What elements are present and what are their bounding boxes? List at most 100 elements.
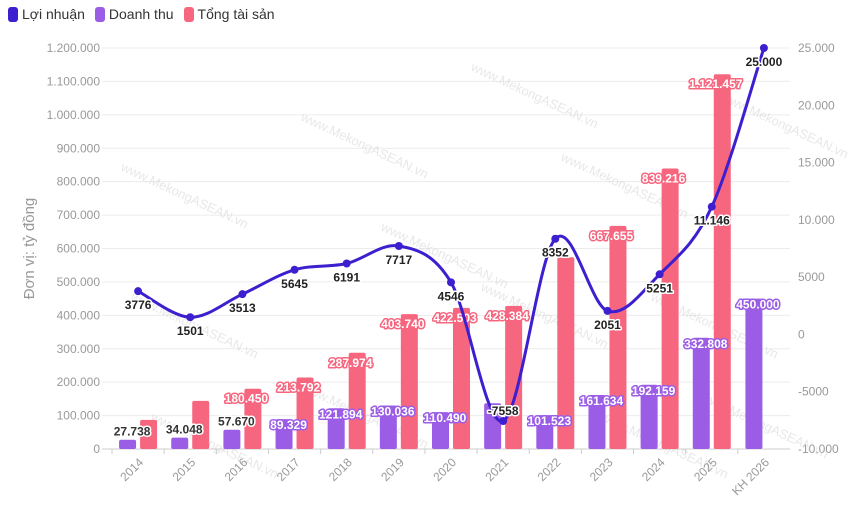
watermark-text: www.MekongASEAN.vn <box>468 59 601 132</box>
label-doanh-thu: 192.159 <box>632 384 676 398</box>
label-loi-nhuan: 2051 <box>594 318 621 332</box>
bar-doanh-thu <box>745 298 763 449</box>
bar-doanh-thu <box>588 394 606 449</box>
label-doanh-thu: 121.894 <box>319 407 363 421</box>
legend-item-tong-tai-san[interactable]: Tổng tài sản <box>183 6 275 22</box>
legend-item-doanh-thu[interactable]: Doanh thu <box>94 6 174 22</box>
label-loi-nhuan: 3776 <box>125 298 152 312</box>
label-tong-tai-san: 180.450 <box>225 392 269 406</box>
label-doanh-thu: 450.000 <box>736 298 780 312</box>
label-tong-tai-san: 287.974 <box>329 356 373 370</box>
label-doanh-thu: 161.634 <box>580 394 624 408</box>
bar-tong-tai-san <box>453 307 470 449</box>
point-loi-nhuan <box>499 417 508 426</box>
point-loi-nhuan <box>603 306 612 315</box>
label-doanh-thu: 57.670 <box>218 415 255 429</box>
legend-swatch-tong-tai-san <box>183 6 194 22</box>
line-loi-nhuan <box>137 47 766 423</box>
label-doanh-thu: 34.048 <box>166 423 203 437</box>
point-loi-nhuan <box>759 44 768 52</box>
point-loi-nhuan <box>551 234 560 243</box>
label-tong-tai-san: 667.655 <box>590 229 634 243</box>
legend-item-loi-nhuan[interactable]: Lợi nhuận <box>8 6 85 22</box>
label-loi-nhuan: -7558 <box>488 404 519 418</box>
legend-swatch-loi-nhuan <box>8 6 18 22</box>
label-loi-nhuan: 3513 <box>229 301 256 315</box>
left-axis-tick: 800.000 <box>57 175 101 189</box>
x-axis-label: 2018 <box>326 455 355 484</box>
point-loi-nhuan <box>394 242 403 251</box>
label-doanh-thu: 89.329 <box>270 418 307 432</box>
bar-tong-tai-san <box>661 168 679 449</box>
bar-doanh-thu <box>171 437 189 449</box>
bar-tong-tai-san <box>557 257 575 449</box>
label-doanh-thu: 110.490 <box>424 411 467 425</box>
label-tong-tai-san: 839.216 <box>642 172 686 186</box>
x-axis-label: 2021 <box>482 455 511 484</box>
label-doanh-thu: 27.738 <box>114 425 151 439</box>
right-axis-tick: 15.000 <box>798 156 835 170</box>
right-axis-tick: 5000 <box>798 270 825 284</box>
right-axis-tick: -10.000 <box>798 442 839 456</box>
left-axis-tick: 400.000 <box>57 308 101 322</box>
legend-label: Doanh thu <box>108 6 174 22</box>
x-axis-label: 2023 <box>587 455 616 484</box>
point-loi-nhuan <box>342 259 351 268</box>
left-axis-tick: 500.000 <box>57 275 101 289</box>
watermark-text: www.MekongASEAN.vn <box>298 109 431 182</box>
left-axis-tick: 300.000 <box>57 342 101 356</box>
left-axis-tick: 1.200.000 <box>47 41 101 55</box>
left-axis-tick: 100.000 <box>57 409 101 423</box>
left-axis-tick: 1.000.000 <box>47 108 101 122</box>
bar-tong-tai-san <box>713 74 731 449</box>
x-axis-label: 2024 <box>639 455 668 484</box>
label-loi-nhuan: 8352 <box>542 246 569 260</box>
bar-tong-tai-san <box>400 314 418 449</box>
right-axis-tick: -5000 <box>798 385 829 399</box>
legend-label: Tổng tài sản <box>197 6 275 22</box>
bar-tong-tai-san <box>296 377 314 449</box>
bar-tong-tai-san <box>348 352 366 449</box>
label-loi-nhuan: 6191 <box>333 270 360 284</box>
watermark-text: www.MekongASEAN.vn <box>118 159 251 232</box>
x-axis-label: 2022 <box>535 455 564 484</box>
legend-swatch-doanh-thu <box>94 6 105 22</box>
label-loi-nhuan: 4546 <box>438 289 465 303</box>
bar-tong-tai-san <box>140 419 158 449</box>
right-axis-tick: 20.000 <box>798 98 835 112</box>
bar-doanh-thu <box>692 337 710 449</box>
label-tong-tai-san: 213.792 <box>277 381 321 395</box>
x-axis-label: 2020 <box>430 455 459 484</box>
point-loi-nhuan <box>290 265 299 274</box>
x-axis-label: 2017 <box>274 455 303 484</box>
right-axis-tick: 10.000 <box>798 213 835 227</box>
left-axis-tick: 1.100.000 <box>47 74 101 88</box>
left-axis-tick: 900.000 <box>57 141 101 155</box>
label-doanh-thu: 130.036 <box>371 405 415 419</box>
label-tong-tai-san: 1.121.457 <box>689 77 743 91</box>
point-loi-nhuan <box>186 313 195 322</box>
label-loi-nhuan: 25.000 <box>746 55 783 69</box>
label-tong-tai-san: 422.503 <box>433 311 477 325</box>
point-loi-nhuan <box>707 202 716 211</box>
bar-tong-tai-san <box>609 225 627 449</box>
bar-tong-tai-san <box>192 400 210 449</box>
bar-doanh-thu <box>536 415 554 449</box>
label-tong-tai-san: 403.740 <box>381 317 425 331</box>
point-loi-nhuan <box>447 278 455 287</box>
left-axis-tick: 200.000 <box>57 375 101 389</box>
bar-doanh-thu <box>484 403 502 449</box>
bar-doanh-thu <box>379 405 397 449</box>
bar-doanh-thu <box>327 408 345 449</box>
bar-doanh-thu <box>275 419 293 449</box>
point-loi-nhuan <box>238 290 247 299</box>
label-doanh-thu: 101.523 <box>528 414 572 428</box>
point-loi-nhuan <box>134 287 143 296</box>
point-loi-nhuan <box>655 270 664 279</box>
legend-label: Lợi nhuận <box>22 6 85 22</box>
label-loi-nhuan: 7717 <box>385 253 412 267</box>
bar-doanh-thu <box>223 429 241 449</box>
label-loi-nhuan: 11.146 <box>694 214 730 228</box>
